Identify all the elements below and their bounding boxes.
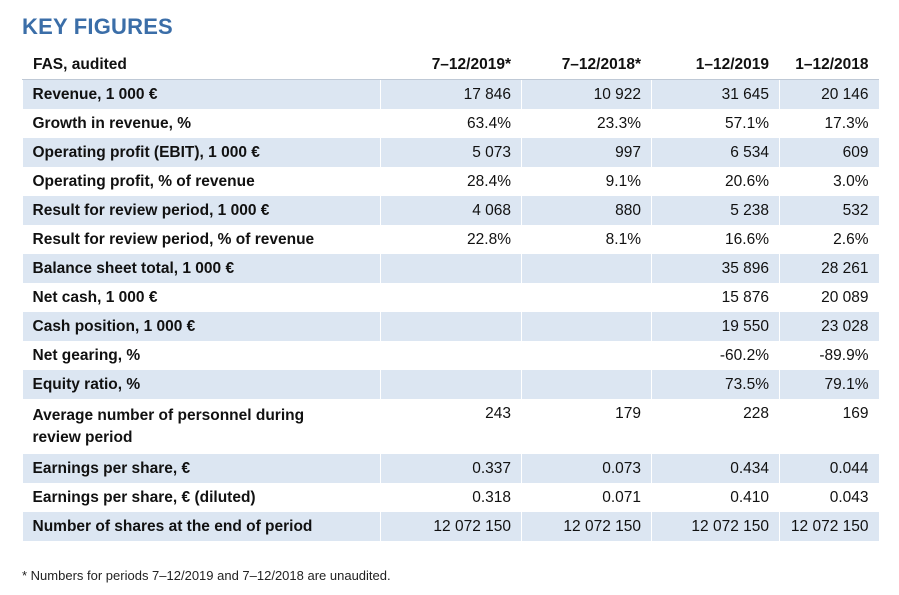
cell-value: 17 846 — [380, 79, 522, 109]
cell-value: 20 146 — [779, 79, 879, 109]
cell-value: 6 534 — [651, 138, 780, 167]
cell-value — [380, 341, 522, 370]
cell-value: 609 — [779, 138, 879, 167]
cell-value — [521, 370, 652, 399]
header-label: FAS, audited — [22, 50, 381, 80]
row-label: Equity ratio, % — [22, 370, 381, 399]
cell-value: 997 — [521, 138, 652, 167]
cell-value: 23.3% — [521, 109, 652, 138]
table-row: Balance sheet total, 1 000 € 35 896 28 2… — [22, 254, 879, 283]
row-label: Operating profit (EBIT), 1 000 € — [22, 138, 381, 167]
column-header: 7–12/2018* — [521, 50, 652, 80]
table-row: Operating profit (EBIT), 1 000 € 5 073 9… — [22, 138, 879, 167]
table-row: Cash position, 1 000 € 19 550 23 028 — [22, 312, 879, 341]
cell-value: 23 028 — [779, 312, 879, 341]
cell-value — [521, 254, 652, 283]
column-header: 1–12/2018 — [779, 50, 879, 80]
cell-value: 228 — [651, 399, 780, 454]
cell-value: 169 — [779, 399, 879, 454]
table-row: Net cash, 1 000 € 15 876 20 089 — [23, 283, 879, 312]
cell-value: 0.318 — [380, 483, 522, 512]
table-row: Growth in revenue, % 63.4% 23.3% 57.1% 1… — [23, 109, 879, 138]
cell-value: 10 922 — [521, 79, 652, 109]
cell-value: 5 238 — [651, 196, 780, 225]
cell-value: 63.4% — [380, 109, 522, 138]
cell-value: 12 072 150 — [779, 512, 879, 541]
row-label: Revenue, 1 000 € — [22, 79, 381, 109]
cell-value: 12 072 150 — [380, 512, 522, 541]
column-header: 1–12/2019 — [651, 50, 780, 80]
cell-value: 9.1% — [521, 167, 652, 196]
cell-value: 2.6% — [779, 225, 879, 254]
cell-value: 179 — [521, 399, 652, 454]
page-title: KEY FIGURES — [22, 14, 173, 39]
cell-value: 0.337 — [380, 454, 522, 483]
cell-value: 12 072 150 — [651, 512, 780, 541]
cell-value: 5 073 — [380, 138, 522, 167]
row-label: Earnings per share, € (diluted) — [32, 488, 256, 506]
table-row: Result for review period, 1 000 € 4 068 … — [22, 196, 879, 225]
table-header-row: FAS, audited 7–12/2019* 7–12/2018* 1–12/… — [22, 50, 879, 80]
cell-value: 0.044 — [779, 454, 879, 483]
cell-value: 3.0% — [779, 167, 879, 196]
row-label: Number of shares at the end of period — [22, 512, 381, 541]
cell-value — [380, 370, 522, 399]
cell-value: 880 — [521, 196, 652, 225]
cell-value: 57.1% — [651, 109, 780, 138]
cell-value — [380, 283, 522, 312]
footnote: * Numbers for periods 7–12/2019 and 7–12… — [22, 568, 391, 583]
cell-value: 20 089 — [779, 283, 879, 312]
cell-value: -89.9% — [779, 341, 879, 370]
row-label: Operating profit, % of revenue — [32, 172, 255, 190]
cell-value: 79.1% — [779, 370, 879, 399]
table-row: Equity ratio, % 73.5% 79.1% — [22, 370, 879, 399]
cell-value: 4 068 — [380, 196, 522, 225]
row-label: Balance sheet total, 1 000 € — [22, 254, 381, 283]
cell-value: 243 — [380, 399, 522, 454]
cell-value: 28.4% — [380, 167, 522, 196]
cell-value: 0.434 — [651, 454, 780, 483]
cell-value: 16.6% — [651, 225, 780, 254]
table-row: Result for review period, % of revenue 2… — [23, 225, 879, 254]
row-label: Average number of personnel during revie… — [32, 406, 305, 446]
row-label: Cash position, 1 000 € — [22, 312, 381, 341]
cell-value: 0.071 — [521, 483, 652, 512]
cell-value: 19 550 — [651, 312, 780, 341]
cell-value: 532 — [779, 196, 879, 225]
row-label: Growth in revenue, % — [32, 114, 191, 132]
row-label: Net gearing, % — [32, 346, 141, 364]
table-row: Net gearing, % -60.2% -89.9% — [23, 341, 879, 370]
cell-value: 8.1% — [521, 225, 652, 254]
cell-value: 0.043 — [779, 483, 879, 512]
cell-value: 0.073 — [521, 454, 652, 483]
cell-value — [380, 254, 522, 283]
cell-value — [521, 341, 652, 370]
table-row: Revenue, 1 000 € 17 846 10 922 31 645 20… — [22, 79, 879, 109]
cell-value: 20.6% — [651, 167, 780, 196]
key-figures-table: FAS, audited 7–12/2019* 7–12/2018* 1–12/… — [22, 50, 879, 541]
column-header: 7–12/2019* — [380, 50, 522, 80]
row-label: Net cash, 1 000 € — [32, 288, 158, 306]
cell-value: 35 896 — [651, 254, 780, 283]
table-row: Operating profit, % of revenue 28.4% 9.1… — [23, 167, 879, 196]
row-label: Earnings per share, € — [22, 454, 381, 483]
cell-value: 0.410 — [651, 483, 780, 512]
cell-value: -60.2% — [651, 341, 780, 370]
table-row: Average number of personnel during revie… — [23, 399, 879, 454]
cell-value: 73.5% — [651, 370, 780, 399]
row-label: Result for review period, 1 000 € — [22, 196, 381, 225]
table-row: Earnings per share, € (diluted) 0.318 0.… — [23, 483, 879, 512]
cell-value: 15 876 — [651, 283, 780, 312]
cell-value: 12 072 150 — [521, 512, 652, 541]
cell-value — [380, 312, 522, 341]
cell-value — [521, 312, 652, 341]
cell-value — [521, 283, 652, 312]
cell-value: 31 645 — [651, 79, 780, 109]
cell-value: 28 261 — [779, 254, 879, 283]
table-row: Earnings per share, € 0.337 0.073 0.434 … — [22, 454, 879, 483]
cell-value: 17.3% — [779, 109, 879, 138]
cell-value: 22.8% — [380, 225, 522, 254]
row-label: Result for review period, % of revenue — [32, 230, 315, 248]
table-row: Number of shares at the end of period 12… — [22, 512, 879, 541]
